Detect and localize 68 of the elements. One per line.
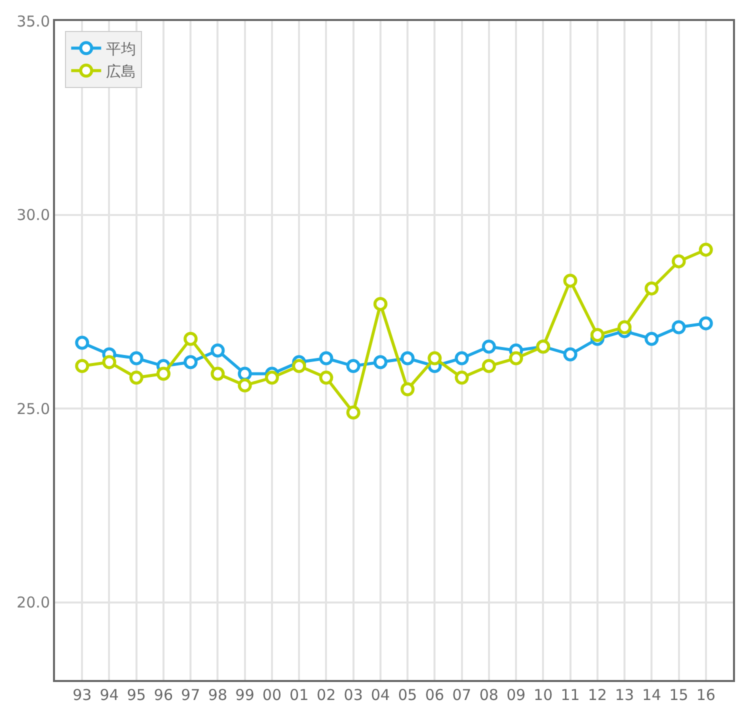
- x-tick-label: 93: [72, 686, 92, 704]
- x-tick-label: 06: [425, 686, 444, 704]
- point: [75, 359, 90, 374]
- point: [373, 355, 388, 370]
- point: [454, 351, 469, 366]
- point: [644, 281, 659, 296]
- point: [672, 320, 686, 334]
- x-tick-label: 09: [506, 686, 526, 704]
- point: [644, 332, 659, 346]
- x-tick-label: 04: [370, 686, 390, 704]
- point: [482, 340, 496, 354]
- point: [156, 366, 170, 381]
- point: [373, 296, 388, 311]
- x-tick-label: 14: [642, 686, 662, 704]
- point: [102, 355, 116, 370]
- point: [618, 320, 632, 334]
- x-tick-label: 96: [154, 686, 174, 704]
- point: [210, 366, 225, 381]
- point: [346, 406, 360, 420]
- x-tick-label: 94: [100, 686, 119, 704]
- x-tick-label: 12: [588, 686, 607, 704]
- point: [264, 370, 279, 385]
- point: [184, 355, 198, 370]
- point: [238, 366, 252, 381]
- point: [129, 351, 144, 366]
- point: [346, 359, 360, 374]
- legend-label: 広島: [106, 62, 136, 80]
- y-tick-label: 25.0: [16, 400, 50, 418]
- x-tick-label: 16: [696, 686, 716, 704]
- x-tick-label: 08: [479, 686, 498, 704]
- y-tick-label: 30.0: [16, 206, 50, 224]
- point: [698, 316, 713, 330]
- point: [319, 351, 334, 366]
- x-tick-label: 00: [262, 686, 282, 704]
- x-tick-label: 07: [452, 686, 472, 704]
- point: [428, 351, 442, 366]
- point: [292, 359, 306, 374]
- point: [698, 242, 713, 257]
- point: [75, 336, 90, 350]
- point: [482, 359, 496, 374]
- legend-label: 平均: [106, 40, 136, 58]
- point: [400, 351, 415, 366]
- point: [563, 274, 578, 288]
- x-tick-label: 05: [398, 686, 418, 704]
- point: [400, 382, 415, 396]
- point: [210, 344, 225, 358]
- x-tick-label: 97: [181, 686, 200, 704]
- point: [563, 347, 578, 362]
- point: [454, 370, 469, 385]
- x-tick-label: 03: [344, 686, 363, 704]
- point: [129, 370, 144, 385]
- point: [238, 378, 252, 392]
- x-tick-label: 98: [208, 686, 228, 704]
- point: [672, 254, 686, 268]
- x-tick-label: 02: [316, 686, 336, 704]
- point: [319, 370, 334, 385]
- x-tick-label: 01: [290, 686, 309, 704]
- y-tick-label: 20.0: [16, 594, 50, 612]
- point: [590, 328, 604, 342]
- x-tick-label: 10: [534, 686, 553, 704]
- x-tick-label: 13: [614, 686, 634, 704]
- point: [184, 332, 198, 346]
- x-tick-label: 95: [126, 686, 146, 704]
- x-tick-label: 11: [560, 686, 580, 704]
- x-tick-label: 99: [235, 686, 254, 704]
- x-tick-label: 15: [669, 686, 688, 704]
- y-tick-label: 35.0: [16, 12, 50, 30]
- point: [509, 351, 524, 366]
